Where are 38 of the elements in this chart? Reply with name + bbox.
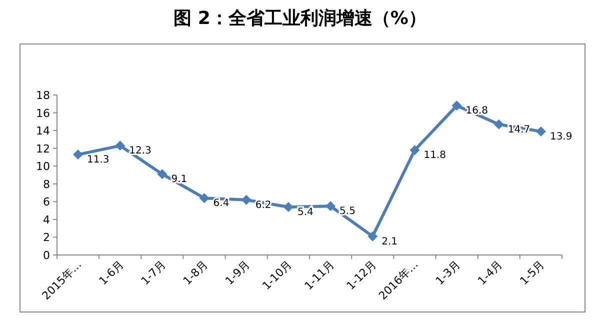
data-label: 11.3 xyxy=(87,154,110,166)
point xyxy=(326,201,336,212)
point xyxy=(452,100,462,111)
x-tick-label: 1-7月 xyxy=(138,258,168,288)
data-label: 5.4 xyxy=(297,207,314,218)
data-label: 12.3 xyxy=(129,146,152,157)
data-label: 13.9 xyxy=(550,131,572,142)
x-tick-label: 1-6月 xyxy=(96,258,126,288)
y-tick-label: 0 xyxy=(43,249,50,262)
data-label: 11.8 xyxy=(424,150,446,162)
x-tick-label: 1-5月 xyxy=(517,258,548,288)
x-tick-label: 1-8月 xyxy=(180,258,210,288)
point xyxy=(283,202,294,212)
y-tick-label: 16 xyxy=(36,106,50,120)
point xyxy=(241,194,252,205)
chart-title: 图 2：全省工业利润增速（%） xyxy=(174,8,426,29)
point xyxy=(115,140,126,151)
point xyxy=(199,193,210,204)
x-tick-label: 1-3月 xyxy=(433,258,463,288)
y-tick-label: 14 xyxy=(36,124,50,138)
y-tick-label: 18 xyxy=(36,89,50,102)
data-label: 5.5 xyxy=(340,206,356,218)
data-label: 6.4 xyxy=(213,198,230,210)
point xyxy=(494,119,504,130)
data-label: 2.1 xyxy=(382,236,398,248)
y-tick-label: 6 xyxy=(43,196,50,209)
point xyxy=(410,145,420,156)
point xyxy=(536,126,546,136)
point xyxy=(73,150,84,160)
y-tick-label: 12 xyxy=(36,142,50,156)
point xyxy=(368,231,378,242)
x-tick-label: 1-4月 xyxy=(475,258,505,288)
y-tick-label: 10 xyxy=(36,160,50,174)
x-tick-label: 1-9月 xyxy=(222,258,252,288)
y-tick-label: 4 xyxy=(43,213,50,226)
point xyxy=(157,169,168,180)
y-tick-label: 8 xyxy=(43,178,50,191)
y-tick-label: 2 xyxy=(43,231,50,244)
